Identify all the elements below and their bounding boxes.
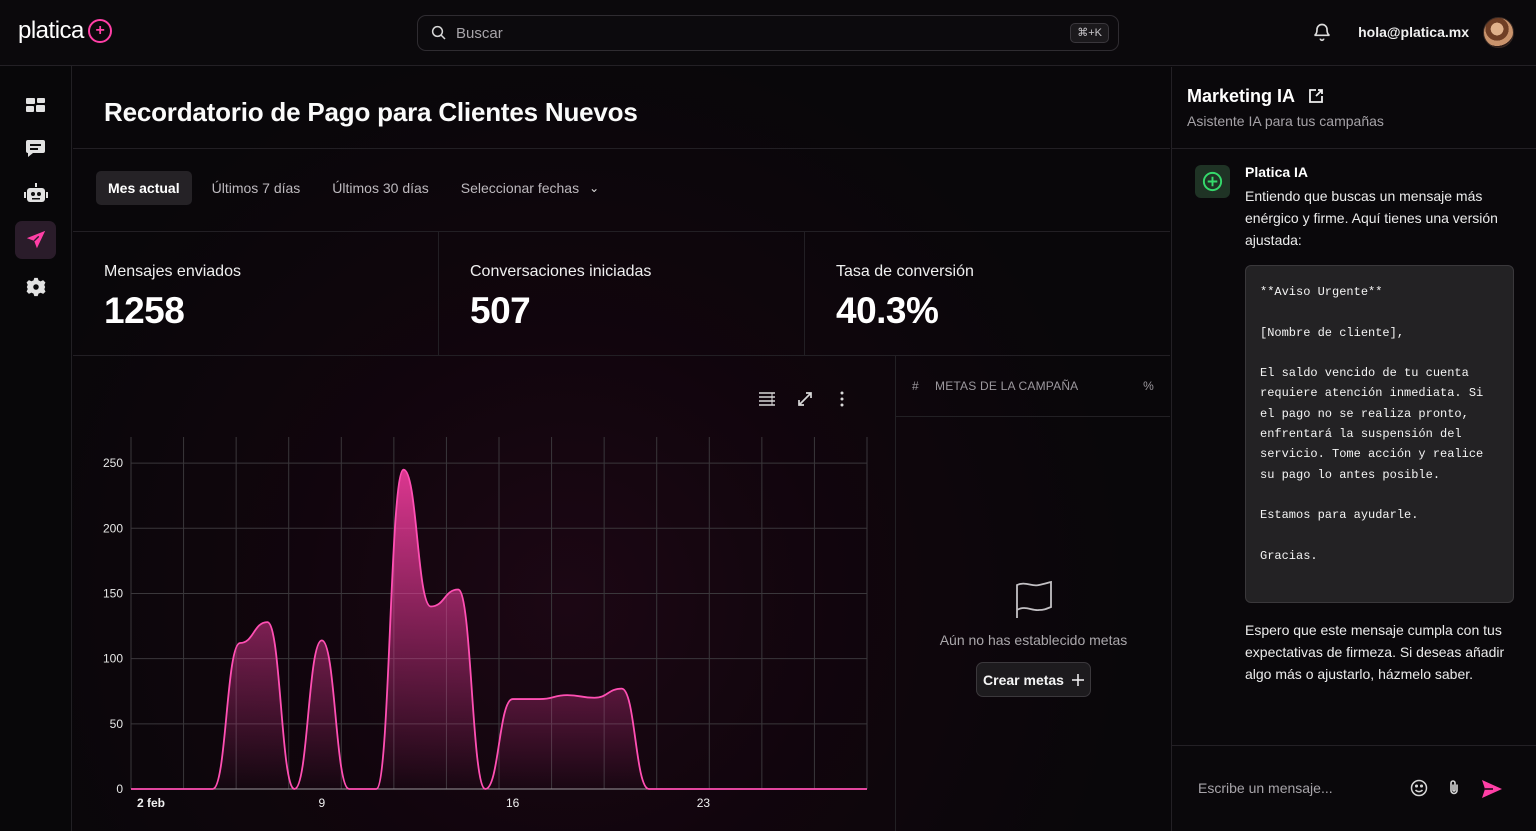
tab-current-month[interactable]: Mes actual	[96, 171, 192, 205]
x-tick-label: 2 feb	[137, 796, 165, 810]
send-icon	[25, 229, 47, 251]
brand-name: platica	[18, 17, 84, 44]
tab-last-7-days[interactable]: Últimos 7 días	[211, 180, 301, 196]
page-title: Recordatorio de Pago para Clientes Nuevo…	[104, 97, 638, 127]
external-link-icon[interactable]	[1308, 88, 1324, 104]
flag-icon	[1014, 580, 1054, 620]
expand-icon[interactable]	[796, 390, 814, 408]
stat-label: Conversaciones iniciadas	[470, 263, 652, 280]
y-tick-label: 50	[110, 717, 124, 731]
goals-empty-text: Aún no has establecido metas	[939, 632, 1128, 648]
search-input[interactable]	[456, 24, 1056, 42]
stat-card-messages: Mensajes enviados 1258	[73, 232, 439, 355]
stat-label: Tasa de conversión	[836, 263, 974, 280]
user-email[interactable]: hola@platica.mx	[1358, 24, 1469, 40]
sidebar-item-settings[interactable]	[15, 268, 56, 306]
sidebar-item-bots[interactable]	[15, 175, 56, 213]
send-message-icon[interactable]	[1481, 778, 1502, 798]
stat-label: Mensajes enviados	[104, 263, 241, 280]
gear-icon	[26, 277, 46, 297]
sidebar	[0, 66, 72, 831]
y-tick-label: 150	[103, 586, 123, 600]
stat-value: 507	[470, 290, 531, 331]
chart-toolbar	[758, 390, 850, 408]
top-bar: platica + ⌘+K hola@platica.mx	[0, 0, 1536, 66]
emoji-icon[interactable]	[1409, 778, 1429, 798]
message-composer	[1172, 745, 1536, 831]
bot-message-intro: Entiendo que buscas un mensaje más enérg…	[1245, 188, 1498, 248]
brand-logo[interactable]: platica +	[18, 17, 112, 45]
create-goals-button[interactable]: Crear metas	[976, 662, 1091, 697]
stat-card-conversations: Conversaciones iniciadas 507	[439, 232, 805, 355]
y-tick-label: 250	[103, 456, 123, 470]
dashboard-icon	[25, 96, 47, 114]
x-tick-label: 9	[318, 796, 325, 810]
campaign-main: Recordatorio de Pago para Clientes Nuevo…	[73, 67, 1170, 831]
bot-message-outro: Espero que este mensaje cumpla con tus e…	[1245, 622, 1505, 682]
goals-column-percent: %	[1143, 379, 1154, 393]
stat-value: 40.3%	[836, 290, 939, 331]
stat-card-conversion: Tasa de conversión 40.3%	[805, 232, 1170, 355]
bot-name: Platica IA	[1245, 164, 1309, 180]
brand-mark-icon: +	[87, 19, 112, 43]
chevron-down-icon: ⌄	[589, 181, 600, 195]
select-dates-dropdown[interactable]: Seleccionar fechas ⌄	[449, 171, 611, 205]
assistant-subtitle: Asistente IA para tus campañas	[1187, 113, 1384, 129]
y-tick-label: 200	[103, 521, 123, 535]
date-range-tabs: Mes actual Últimos 7 días Últimos 30 día…	[96, 171, 611, 205]
plus-icon	[1071, 673, 1084, 686]
campaign-goals-panel: # METAS DE LA CAMPAÑA % Aún no has estab…	[895, 356, 1170, 831]
top-right-actions: hola@platica.mx	[1308, 16, 1514, 48]
message-code-block: **Aviso Urgente** [Nombre de cliente], E…	[1245, 265, 1514, 603]
attachment-icon[interactable]	[1444, 778, 1464, 798]
notifications-bell-icon[interactable]	[1308, 16, 1336, 48]
select-dates-label: Seleccionar fechas	[460, 180, 580, 196]
platica-ia-icon	[1195, 165, 1230, 198]
page-header: Recordatorio de Pago para Clientes Nuevo…	[73, 67, 1170, 149]
ai-assistant-panel: Marketing IA Asistente IA para tus campa…	[1171, 67, 1536, 831]
goals-column-number: #	[912, 379, 919, 393]
goals-table-header: # METAS DE LA CAMPAÑA %	[896, 356, 1170, 417]
series-area-fill	[131, 469, 867, 789]
chart-panel: 0 50 100 150 200 250 2 feb 9 16 23	[73, 356, 895, 831]
more-options-icon[interactable]	[834, 390, 850, 408]
user-avatar[interactable]	[1483, 16, 1514, 48]
y-tick-label: 0	[116, 782, 123, 796]
tab-last-30-days[interactable]: Últimos 30 días	[332, 180, 429, 196]
assistant-title: Marketing IA	[1187, 86, 1296, 106]
stats-row: Mensajes enviados 1258 Conversaciones in…	[73, 231, 1170, 356]
campaign-activity-chart: 0 50 100 150 200 250 2 feb 9 16 23	[103, 437, 868, 810]
y-tick-label: 100	[103, 652, 123, 666]
message-input[interactable]	[1198, 780, 1398, 796]
stat-value: 1258	[104, 290, 185, 331]
assistant-header: Marketing IA Asistente IA para tus campa…	[1172, 67, 1536, 149]
x-tick-label: 23	[697, 796, 711, 810]
sidebar-item-messages[interactable]	[15, 129, 56, 167]
search-icon	[430, 24, 448, 42]
x-tick-label: 16	[506, 796, 520, 810]
sidebar-item-dashboard[interactable]	[15, 86, 56, 124]
search-shortcut-badge: ⌘+K	[1070, 23, 1109, 43]
robot-icon	[23, 183, 48, 205]
chart-menu-icon[interactable]	[758, 391, 776, 407]
create-goals-label: Crear metas	[983, 671, 1064, 688]
goals-empty-state: Aún no has establecido metas Crear metas	[896, 580, 1171, 697]
sidebar-item-campaigns[interactable]	[15, 221, 56, 259]
series-line	[130, 468, 867, 790]
search-bar[interactable]: ⌘+K	[417, 15, 1119, 51]
goals-column-name: METAS DE LA CAMPAÑA	[935, 379, 1079, 393]
messages-icon	[25, 138, 46, 158]
